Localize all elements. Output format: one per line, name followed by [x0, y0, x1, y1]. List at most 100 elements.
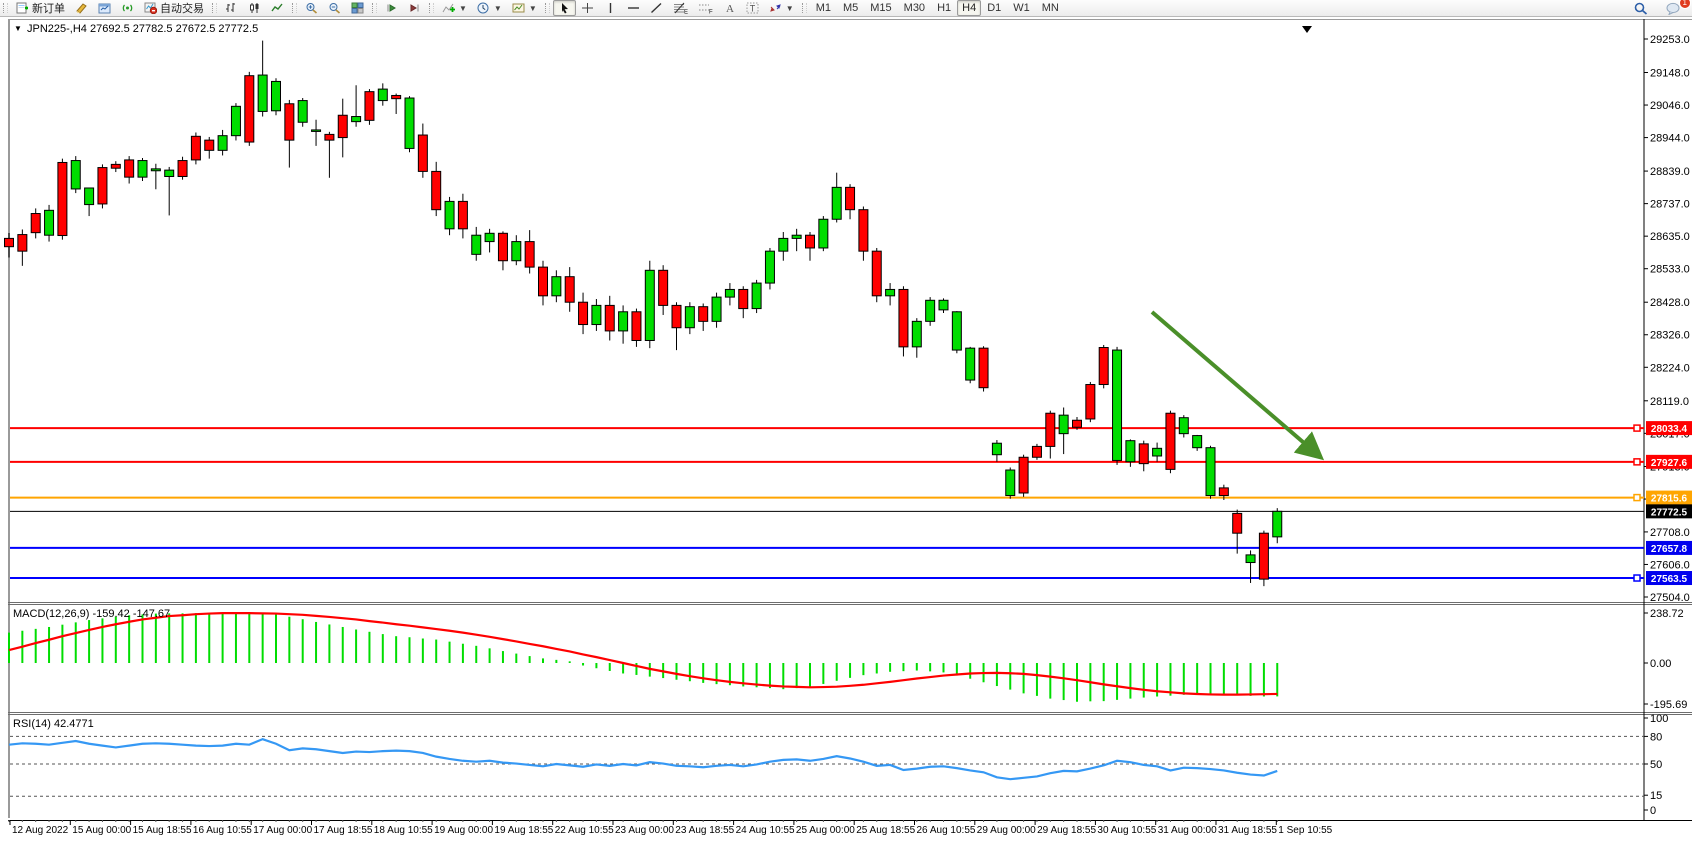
- candle: [284, 99, 295, 168]
- cycle-lines-button[interactable]: F: [693, 0, 718, 16]
- chat-button[interactable]: 1: [1661, 0, 1691, 16]
- timeframe-M5[interactable]: M5: [837, 0, 864, 16]
- line-chart-button[interactable]: [266, 0, 289, 16]
- vertical-line-button[interactable]: [599, 0, 622, 16]
- text-label-button[interactable]: T: [741, 0, 764, 16]
- time-label: 29 Aug 18:55: [1037, 825, 1096, 836]
- cursor-button[interactable]: [552, 0, 576, 16]
- chart-type-group: [209, 0, 289, 16]
- macd-panel[interactable]: MACD(12,26,9) -159.42 -147.67: [8, 608, 1279, 702]
- horizontal-line-button[interactable]: [622, 0, 645, 16]
- macd-label: MACD(12,26,9) -159.42 -147.67: [13, 608, 170, 620]
- candle: [484, 228, 495, 253]
- hline-handle[interactable]: [1633, 493, 1641, 502]
- auto-scroll-button[interactable]: [380, 0, 403, 16]
- rsi-tick-label: 80: [1650, 731, 1662, 743]
- candle: [791, 228, 802, 252]
- candlestick-chart-button[interactable]: [243, 0, 266, 16]
- candle: [911, 318, 922, 358]
- bar-chart-button[interactable]: [220, 0, 243, 16]
- trendline-button[interactable]: [645, 0, 668, 16]
- timeframe-H1[interactable]: H1: [931, 0, 957, 16]
- timeframe-M30-label: M30: [903, 2, 926, 14]
- panel-separator[interactable]: [8, 604, 1692, 605]
- candle: [337, 98, 348, 158]
- timeframe-M1[interactable]: M1: [810, 0, 837, 16]
- time-label: 16 Aug 10:55: [193, 825, 252, 836]
- timeframe-W1[interactable]: W1: [1007, 0, 1036, 16]
- candle: [951, 311, 962, 354]
- data-window-button[interactable]: [70, 0, 93, 16]
- panel-separator[interactable]: [8, 714, 1692, 715]
- candle: [805, 232, 815, 261]
- fibonacci-button[interactable]: E: [668, 0, 693, 16]
- panel-separator[interactable]: [8, 712, 1692, 713]
- timeframe-H4[interactable]: H4: [957, 0, 982, 16]
- text-button[interactable]: A: [718, 0, 741, 16]
- timeframe-M30[interactable]: M30: [898, 0, 931, 16]
- candle: [351, 85, 362, 127]
- time-label: 12 Aug 2022: [12, 825, 69, 836]
- timeframe-D1[interactable]: D1: [981, 0, 1007, 16]
- chat-badge: 1: [1678, 0, 1691, 9]
- chart-canvas[interactable]: ▼ JPN225-,H4 27692.5 27782.5 27672.5 2777…: [0, 17, 1692, 841]
- chart-shift-button[interactable]: [403, 0, 426, 16]
- candle: [978, 346, 989, 392]
- time-label: 25 Aug 18:55: [856, 825, 915, 836]
- zoom-in-button[interactable]: [300, 0, 323, 16]
- time-label: 29 Aug 00:00: [977, 825, 1036, 836]
- crosshair-icon: [581, 2, 594, 14]
- templates-button[interactable]: ▼: [507, 0, 542, 16]
- signals-button[interactable]: [116, 0, 139, 16]
- candle: [631, 308, 642, 347]
- chart-shift-marker[interactable]: [1302, 26, 1312, 33]
- periods-icon: [477, 2, 490, 14]
- candle: [1031, 443, 1042, 460]
- symbol-dropdown-icon[interactable]: ▼: [14, 24, 22, 33]
- hline-handle[interactable]: [1633, 424, 1641, 432]
- price-tick-label: 28839.0: [1650, 166, 1690, 178]
- candle: [1258, 530, 1269, 587]
- candle: [1085, 381, 1096, 423]
- panel-separator[interactable]: [8, 602, 1692, 603]
- periods-button[interactable]: ▼: [472, 0, 507, 16]
- candle: [150, 163, 161, 190]
- tile-windows-button[interactable]: [346, 0, 369, 16]
- timeframe-M15[interactable]: M15: [864, 0, 897, 16]
- algo-trading-button[interactable]: 自动交易: [139, 0, 209, 16]
- svg-text:E: E: [684, 10, 688, 15]
- candle: [204, 136, 215, 159]
- hline-price-box: [1646, 540, 1692, 555]
- candle: [551, 270, 562, 303]
- trend-arrow-annotation[interactable]: [1150, 310, 1325, 461]
- time-axis: 12 Aug 2022 15 Aug 00:00 15 Aug 18:55 16 Au…: [8, 820, 1333, 836]
- hline-handle[interactable]: [1633, 458, 1641, 466]
- candle: [217, 129, 228, 156]
- window-left-border: [8, 19, 10, 818]
- rsi-panel[interactable]: RSI(14) 42.4771: [8, 718, 1644, 797]
- candle: [377, 83, 388, 106]
- macd-tick-label: 238.72: [1650, 608, 1684, 620]
- arrows-button[interactable]: ▼: [764, 0, 799, 16]
- candle: [1192, 434, 1203, 451]
- search-button[interactable]: [1629, 0, 1653, 16]
- zoom-out-button[interactable]: [323, 0, 346, 16]
- candle: [764, 247, 775, 290]
- timeframe-MN[interactable]: MN: [1036, 0, 1065, 16]
- candle: [271, 78, 281, 116]
- hline-handle[interactable]: [1633, 574, 1641, 582]
- main-price-panel[interactable]: ▼ JPN225-,H4 27692.5 27782.5 27672.5 2777…: [4, 23, 1645, 587]
- candle: [137, 158, 148, 181]
- market-watch-button[interactable]: [93, 0, 116, 16]
- tile-windows-icon: [351, 2, 364, 14]
- algo-trading-label: 自动交易: [160, 3, 204, 15]
- candle: [190, 132, 201, 165]
- indicators-button[interactable]: ▼: [437, 0, 472, 16]
- price-tick-label: 28119.0: [1650, 396, 1689, 408]
- hline-price-label: 27657.8: [1651, 544, 1688, 555]
- price-tick-label: 29046.0: [1650, 100, 1690, 112]
- crosshair-button[interactable]: [576, 0, 599, 16]
- candle: [457, 193, 468, 239]
- chart-window[interactable]: ▼ JPN225-,H4 27692.5 27782.5 27672.5 2777…: [0, 17, 1692, 841]
- new-order-button[interactable]: 新订单: [11, 0, 70, 16]
